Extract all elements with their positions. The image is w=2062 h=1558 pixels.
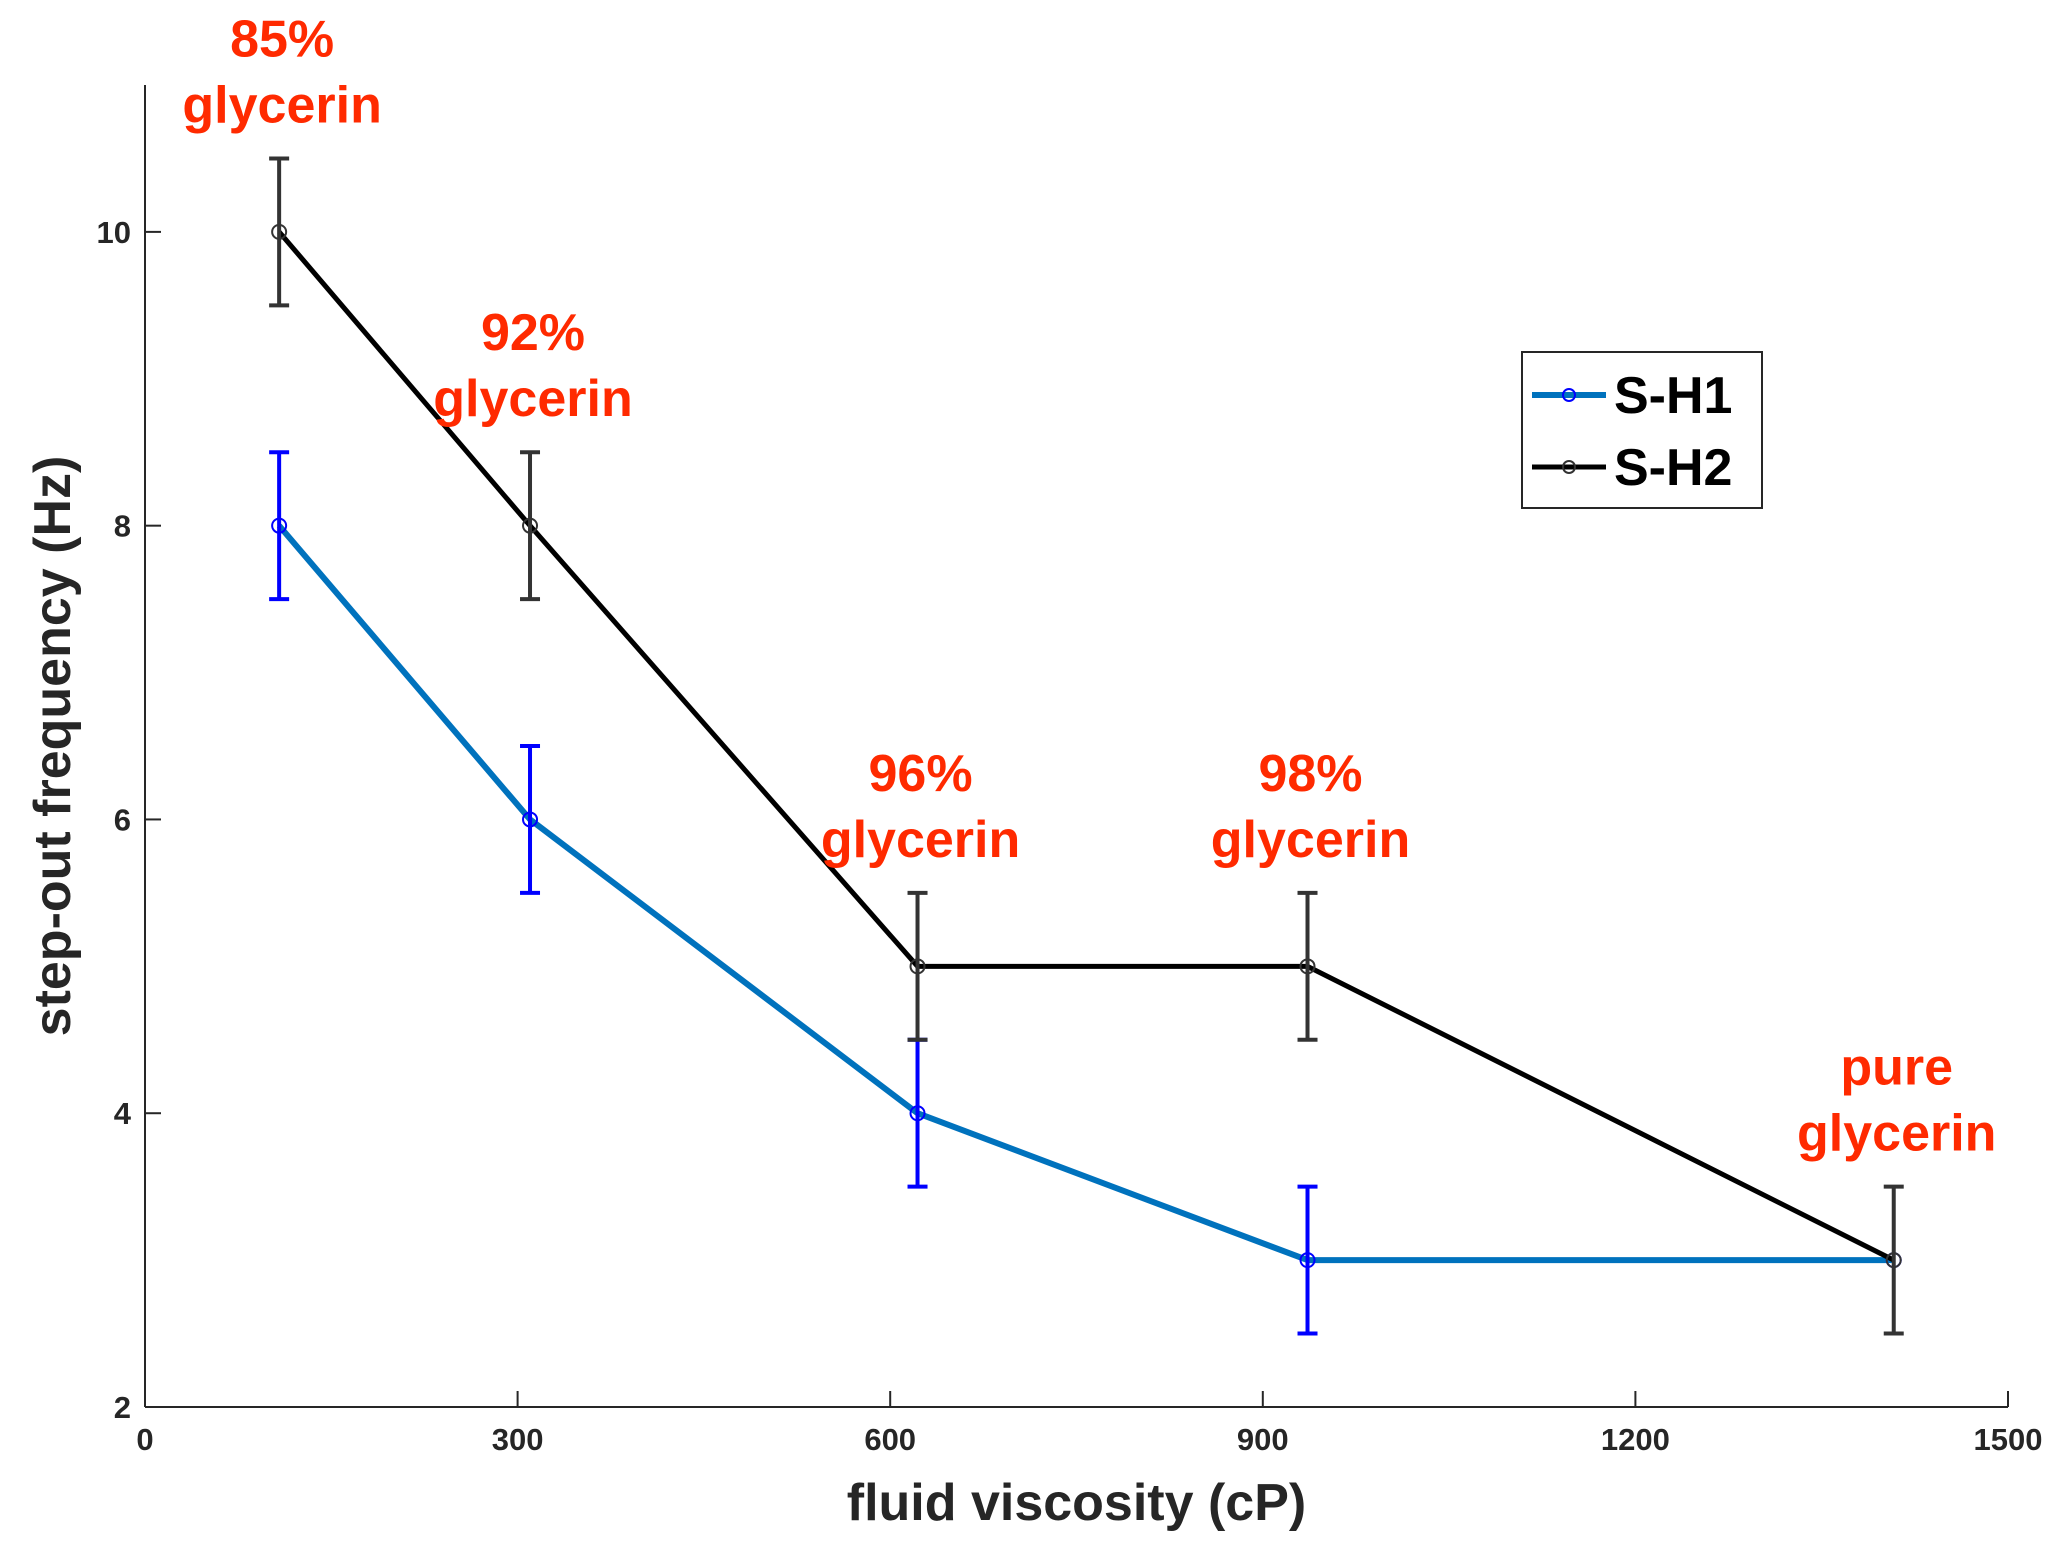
x-tick-label: 600	[864, 1422, 916, 1457]
annotation-line: 85%	[230, 10, 334, 68]
data-point	[1299, 958, 1316, 975]
y-tick-label: 2	[114, 1390, 131, 1425]
legend-label: S-H2	[1614, 439, 1732, 497]
legend-label: S-H1	[1614, 367, 1732, 425]
annotation-line: pure	[1840, 1039, 1953, 1097]
legend-box	[1521, 351, 1763, 509]
x-tick-label: 1200	[1601, 1422, 1670, 1457]
annotation-label: 96% glycerin	[821, 745, 1020, 869]
data-point	[909, 1105, 926, 1122]
y-tick-label: 10	[97, 215, 131, 250]
legend-entry: S-H1	[1532, 367, 1732, 425]
annotation-label: 85% glycerin	[182, 10, 381, 134]
annotation-label: 98% glycerin	[1211, 745, 1410, 869]
annotation-line: glycerin	[433, 370, 632, 428]
x-tick-label: 300	[492, 1422, 544, 1457]
y-tick-label: 4	[114, 1096, 132, 1131]
data-point	[271, 517, 288, 534]
legend-marker	[1562, 460, 1576, 474]
legend: S-H1 S-H2	[1521, 351, 1763, 509]
x-tick-label: 1500	[1974, 1422, 2043, 1457]
series-s-h2	[269, 156, 1904, 1336]
data-point	[909, 958, 926, 975]
legend-marker	[1562, 388, 1576, 402]
axes: 0 300 600 900 1200 1500 2 4 6 8 10 fluid viscosity …	[24, 85, 2042, 1532]
annotation-line: 98%	[1258, 745, 1362, 803]
data-point	[271, 223, 288, 240]
y-tick-label: 8	[114, 509, 131, 544]
annotation-label: 92% glycerin	[433, 304, 632, 428]
annotation-line: 92%	[481, 304, 585, 362]
data-point	[1299, 1252, 1316, 1269]
annotations: 85% glycerin 92% glycerin 96% glycerin 98% glyc…	[182, 10, 1996, 1162]
annotation-line: glycerin	[821, 811, 1020, 869]
data-point	[522, 811, 539, 828]
annotation-label: pure glycerin	[1797, 1039, 1996, 1163]
annotation-line: glycerin	[1797, 1105, 1996, 1163]
series-s-h1	[269, 450, 1902, 1336]
legend-entry: S-H2	[1532, 439, 1732, 497]
x-tick-label: 0	[136, 1422, 153, 1457]
annotation-line: 96%	[868, 745, 972, 803]
y-tick-label: 6	[114, 802, 131, 837]
data-point	[522, 517, 539, 534]
series-layer	[269, 156, 1904, 1336]
data-point	[1885, 1252, 1902, 1269]
annotation-line: glycerin	[182, 76, 381, 134]
y-axis-label: step-out frequency (Hz)	[24, 456, 82, 1037]
x-tick-label: 900	[1237, 1422, 1289, 1457]
annotation-line: glycerin	[1211, 811, 1410, 869]
x-axis-label: fluid viscosity (cP)	[847, 1474, 1306, 1532]
